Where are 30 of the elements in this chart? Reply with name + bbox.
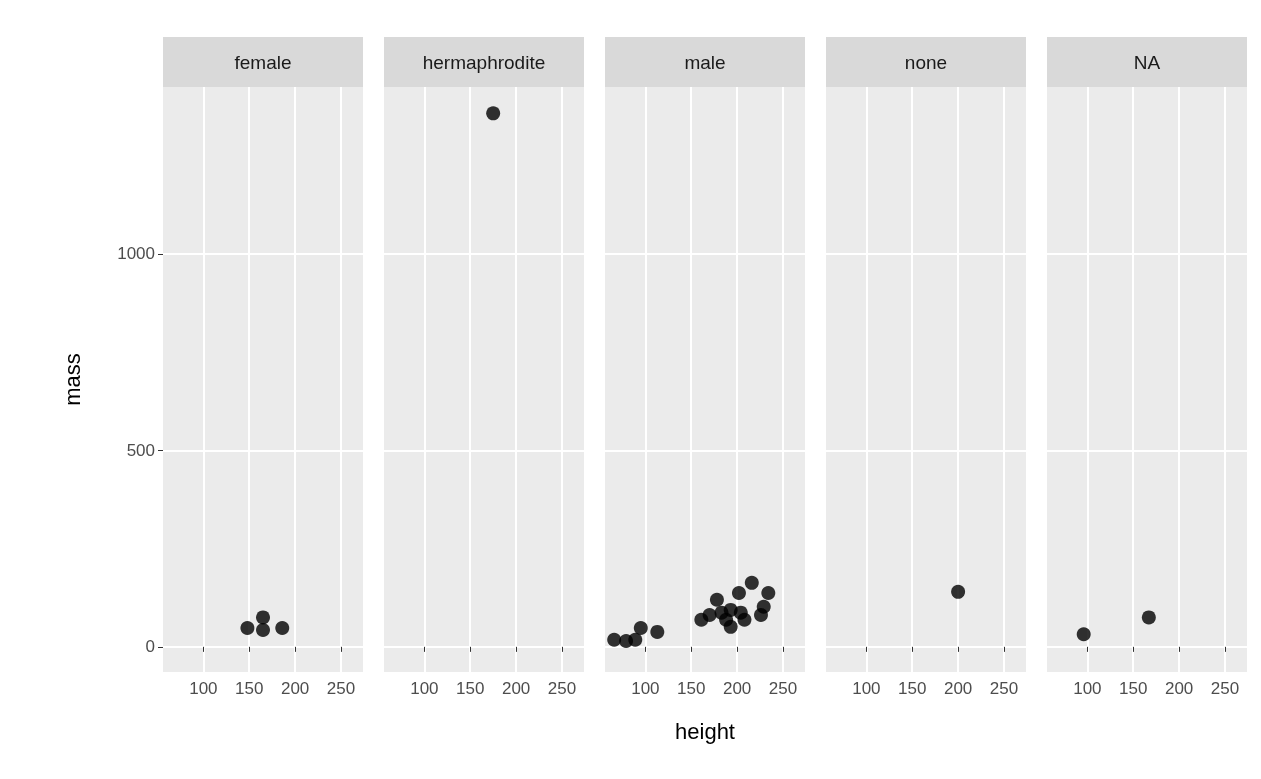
x-tick-label: 150 xyxy=(456,679,485,698)
x-tick-label: 150 xyxy=(1119,679,1148,698)
chart-title: hermaphrodite xyxy=(422,51,546,73)
x-tick-label: 200 xyxy=(501,679,531,698)
x-tick-label: 100 xyxy=(410,679,439,698)
chart-title: male xyxy=(684,51,726,73)
x-tick-label: 200 xyxy=(943,679,973,698)
y-axis-title: mass xyxy=(59,353,85,406)
x-tick-label: 250 xyxy=(547,679,577,698)
x-tick-label: 250 xyxy=(989,679,1019,698)
x-tick-label: 200 xyxy=(1164,679,1194,698)
x-tick-label: 100 xyxy=(631,679,660,698)
x-tick-label: 100 xyxy=(189,679,218,698)
x-tick-label: 150 xyxy=(898,679,927,698)
x-tick-label: 250 xyxy=(326,679,356,698)
x-tick-label: 100 xyxy=(852,679,881,698)
x-tick-label: 250 xyxy=(768,679,798,698)
chart-title: NA xyxy=(1133,51,1161,73)
x-tick-label: 100 xyxy=(1073,679,1102,698)
x-tick-label: 200 xyxy=(280,679,310,698)
x-axis-title: height xyxy=(675,718,735,744)
x-tick-label: 250 xyxy=(1210,679,1240,698)
y-tick-label: 1000 xyxy=(117,244,155,264)
x-tick-label: 200 xyxy=(722,679,752,698)
x-tick-label: 150 xyxy=(235,679,264,698)
y-tick-label: 500 xyxy=(126,440,155,460)
chart-title: female xyxy=(234,51,292,73)
y-tick-label: 0 xyxy=(145,637,155,657)
chart-title: none xyxy=(904,51,948,73)
x-tick-label: 150 xyxy=(677,679,706,698)
